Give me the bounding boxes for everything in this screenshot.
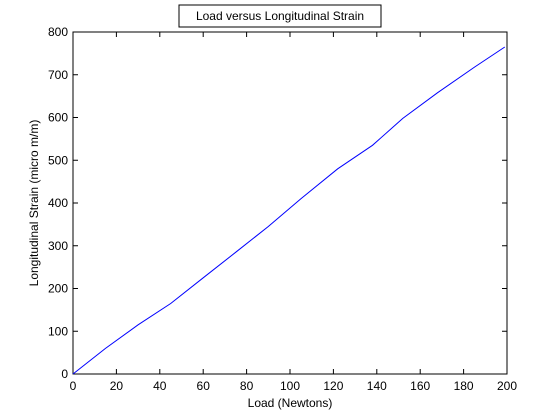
x-tick-label: 40 [153,379,167,393]
x-tick-label: 100 [280,379,300,393]
x-tick-label: 60 [197,379,211,393]
chart-title: Load versus Longitudinal Strain [196,9,364,23]
series-line [72,46,506,375]
y-axis-label: Longitudinal Strain (micro m/m) [27,120,41,287]
x-tick-label: 80 [240,379,254,393]
y-tick-label: 100 [48,324,68,338]
y-tick-label: 300 [48,239,68,253]
x-tick-label: 180 [454,379,474,393]
y-tick-label: 800 [48,25,68,39]
plot-area [72,31,508,375]
y-tick-label: 600 [48,111,68,125]
x-tick-label: 160 [410,379,430,393]
x-tick-label: 120 [323,379,343,393]
x-tick-label: 0 [70,379,77,393]
y-tick-label: 700 [48,68,68,82]
y-tick-label: 400 [48,196,68,210]
y-tick-label: 500 [48,153,68,167]
axis-ticks: 0 20 40 60 80 100 120 140 160 180 200 0 100 200 300 400… [48,25,517,393]
x-axis-label: Load (Newtons) [248,396,333,410]
y-tick-label: 200 [48,282,68,296]
y-tick-label: 0 [61,367,68,381]
x-tick-label: 200 [497,379,517,393]
series-lines [72,46,506,375]
x-tick-label: 140 [367,379,387,393]
title-box [178,4,382,28]
x-tick-label: 20 [110,379,124,393]
